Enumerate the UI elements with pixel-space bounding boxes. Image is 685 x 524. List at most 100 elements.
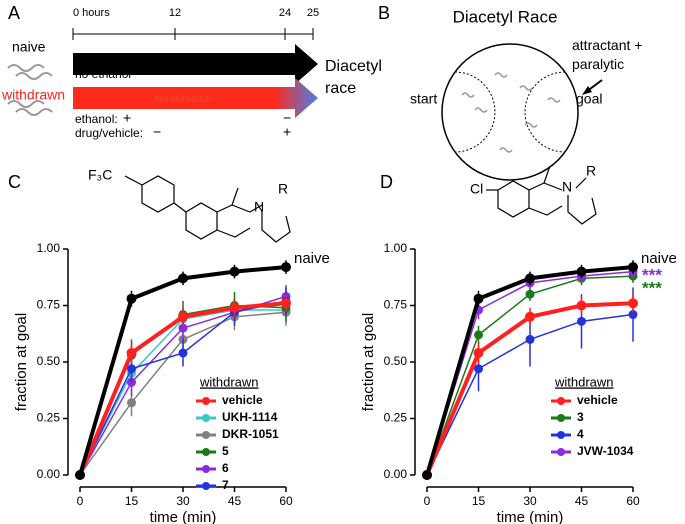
legend-label: JVW-1034 bbox=[577, 444, 634, 458]
data-point bbox=[126, 293, 137, 304]
x-tick-label: 60 bbox=[626, 494, 640, 508]
data-point bbox=[473, 293, 484, 304]
withdrawn-label: withdrawn bbox=[1, 87, 65, 103]
start-zone bbox=[454, 71, 496, 153]
worms bbox=[7, 64, 53, 116]
drug-label: drug/vehicle: bbox=[75, 126, 143, 140]
y-tick-label: 0.25 bbox=[37, 411, 61, 425]
panel-title: Diacetyl Race bbox=[453, 7, 558, 26]
plate bbox=[441, 43, 579, 181]
atom: N bbox=[562, 179, 572, 195]
data-point bbox=[628, 262, 638, 273]
worms bbox=[461, 72, 561, 153]
ethanol-end: − bbox=[283, 110, 291, 126]
panel-label: D bbox=[380, 172, 393, 192]
legend-swatch bbox=[557, 431, 565, 439]
data-point bbox=[127, 398, 136, 408]
data-point bbox=[281, 298, 291, 309]
structure-d bbox=[486, 165, 597, 225]
x-tick-label: 30 bbox=[523, 494, 537, 508]
data-point bbox=[178, 311, 188, 322]
data-point bbox=[628, 298, 638, 309]
data-point bbox=[525, 289, 535, 299]
annotation: *** bbox=[642, 279, 662, 298]
data-point bbox=[178, 323, 188, 333]
legend-swatch bbox=[202, 431, 210, 439]
legend-swatch bbox=[202, 397, 210, 405]
drug-end: + bbox=[283, 124, 291, 140]
y-tick-label: 0.50 bbox=[37, 354, 61, 368]
data-point bbox=[473, 347, 484, 358]
direct-label: naive bbox=[641, 250, 677, 267]
legend-label: 6 bbox=[222, 461, 229, 475]
bar-label: no ethanol bbox=[75, 67, 131, 81]
data-point bbox=[281, 262, 291, 273]
structure-c bbox=[124, 175, 291, 243]
attractant-label: attractant + paralytic bbox=[572, 37, 643, 72]
timeline-label: 25 bbox=[307, 7, 319, 19]
data-point bbox=[474, 364, 483, 374]
bar-label: no ethanol bbox=[155, 91, 211, 105]
naive-arrow bbox=[73, 44, 318, 84]
goal-zone bbox=[524, 71, 566, 153]
data-point bbox=[577, 316, 586, 326]
x-tick-label: 15 bbox=[472, 494, 486, 508]
data-point bbox=[75, 470, 85, 480]
legend-swatch bbox=[557, 397, 565, 405]
atom: R bbox=[586, 163, 596, 179]
legend-label: vehicle bbox=[222, 393, 263, 407]
start-label: start bbox=[410, 91, 437, 107]
y-tick-label: 1.00 bbox=[384, 241, 408, 255]
legend-label: 4 bbox=[577, 427, 584, 441]
timeline-label: 0 hours bbox=[73, 7, 110, 19]
data-point bbox=[178, 348, 188, 358]
data-point bbox=[178, 273, 188, 284]
panel-label: B bbox=[378, 3, 390, 23]
y-tick-label: 0.00 bbox=[384, 467, 408, 481]
legend-label: 3 bbox=[577, 410, 584, 424]
data-point bbox=[422, 470, 432, 480]
goal-label: goal bbox=[576, 91, 602, 107]
legend-swatch bbox=[557, 414, 565, 422]
y-axis-label: fraction at goal bbox=[360, 313, 377, 411]
arrowhead bbox=[582, 86, 592, 95]
legend-swatch bbox=[202, 482, 210, 490]
data-point bbox=[525, 273, 535, 284]
panel-label: C bbox=[8, 172, 21, 192]
drug-start: − bbox=[153, 124, 161, 140]
legend-swatch bbox=[202, 448, 210, 456]
panel-label: A bbox=[8, 3, 20, 23]
substituent: F₃C bbox=[88, 167, 112, 183]
x-tick-label: 30 bbox=[176, 494, 190, 508]
direct-label: naive bbox=[294, 250, 330, 267]
x-axis-label: time (min) bbox=[497, 509, 564, 524]
atom: N bbox=[254, 199, 264, 215]
data-point bbox=[474, 330, 483, 340]
legend-label: 7 bbox=[222, 478, 229, 492]
ethanol-label: ethanol: bbox=[75, 112, 118, 126]
y-tick-label: 1.00 bbox=[37, 241, 61, 255]
data-point bbox=[576, 300, 587, 311]
x-axis-label: time (min) bbox=[150, 509, 217, 524]
legend-title: withdrawn bbox=[554, 374, 614, 389]
legend-swatch bbox=[202, 414, 210, 422]
legend-label: UKH-1114 bbox=[222, 410, 278, 424]
x-tick-label: 0 bbox=[77, 494, 84, 508]
timeline-label: 12 bbox=[169, 7, 181, 19]
annotation: *** bbox=[642, 266, 662, 285]
legend-label: DKR-1051 bbox=[222, 427, 279, 441]
timeline-label: 24 bbox=[279, 7, 291, 19]
legend-label: 5 bbox=[222, 444, 229, 458]
y-tick-label: 0.75 bbox=[384, 298, 408, 312]
y-tick-label: 0.25 bbox=[384, 411, 408, 425]
naive-label: naive bbox=[12, 39, 46, 55]
x-tick-label: 15 bbox=[125, 494, 139, 508]
y-tick-label: 0.00 bbox=[37, 467, 61, 481]
series-line bbox=[78, 265, 287, 476]
x-tick-label: 45 bbox=[575, 494, 589, 508]
data-point bbox=[525, 334, 535, 344]
legend-swatch bbox=[557, 448, 565, 456]
atom: R bbox=[278, 181, 288, 197]
data-point bbox=[126, 347, 137, 358]
